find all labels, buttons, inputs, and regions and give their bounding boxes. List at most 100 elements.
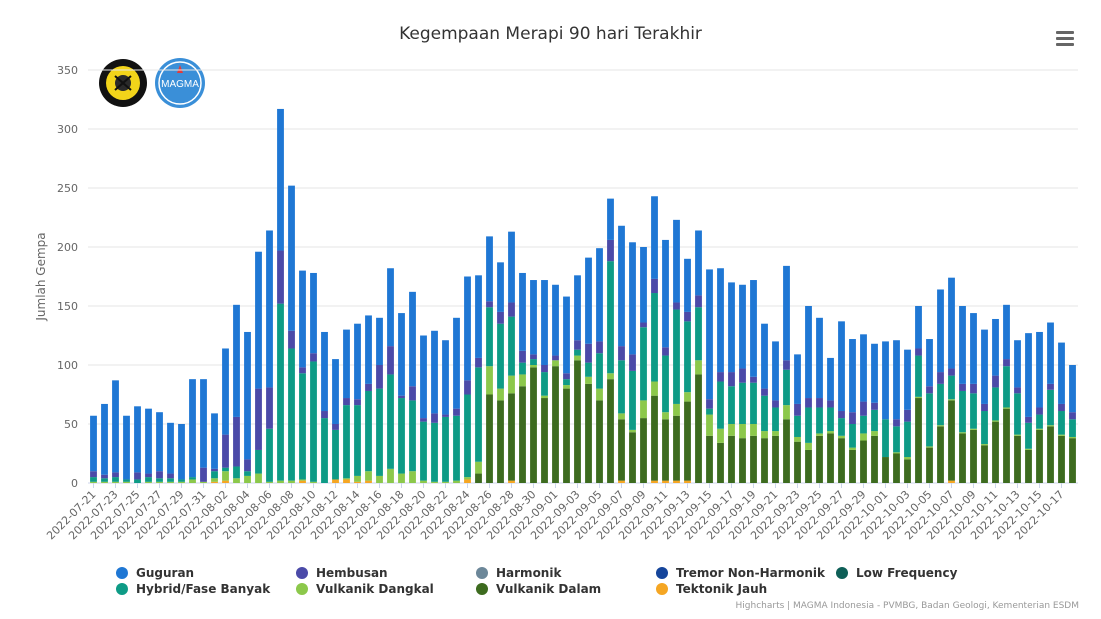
bar-segment [970, 429, 977, 483]
bar-segment [189, 479, 196, 483]
bar-segment [508, 316, 515, 376]
hamburger-menu-icon[interactable] [1052, 28, 1078, 50]
bar-segment [860, 415, 867, 434]
bar-segment [530, 365, 537, 368]
bar-segment [915, 306, 922, 349]
bar-segment [717, 442, 724, 483]
bar-segment [651, 381, 658, 396]
bar-segment [321, 331, 328, 412]
bar-segment [970, 393, 977, 429]
bar-segment [299, 480, 306, 483]
credits[interactable]: Highcharts | MAGMA Indonesia - PVMBG, Ba… [735, 601, 1079, 611]
bar-segment [1025, 333, 1032, 417]
legend-item[interactable]: Hybrid/Fase Banyak [116, 582, 270, 596]
bar-segment [662, 355, 669, 413]
bar-segment [387, 346, 394, 375]
x-tick-label: 2022-10-01 [836, 488, 890, 542]
x-tick-label: 2022-09-11 [616, 488, 670, 542]
bar-segment [475, 473, 482, 483]
bar-segment [948, 399, 955, 401]
bar-segment [387, 374, 394, 469]
x-tick-label: 2022-10-07 [902, 488, 956, 542]
bar-segment [244, 471, 251, 476]
bar-segment [684, 311, 691, 322]
bar-segment [156, 412, 163, 472]
legend-item[interactable]: Tektonik Jauh [656, 582, 767, 596]
bar-segment [563, 373, 570, 380]
bar-segment [794, 441, 801, 483]
bar-segment [134, 472, 141, 480]
x-tick-label: 2022-09-17 [682, 488, 736, 542]
bar-segment [937, 383, 944, 426]
bar-segment [1003, 359, 1010, 367]
bar-segment [167, 481, 174, 483]
bar-segment [816, 407, 823, 434]
bar-segment [739, 438, 746, 483]
legend-item[interactable]: Tremor Non-Harmonik [656, 566, 825, 580]
x-tick-label: 2022-08-10 [264, 488, 318, 542]
bar-segment [442, 481, 449, 483]
x-tick-label: 2022-08-24 [418, 488, 472, 542]
bar-segment [211, 478, 218, 482]
x-tick-label: 2022-09-05 [550, 488, 604, 542]
bar-segment [189, 379, 196, 478]
bar-segment [497, 262, 504, 312]
x-tick-label: 2022-08-14 [308, 488, 362, 542]
bar-segment [838, 435, 845, 439]
bar-segment [761, 388, 768, 396]
bar-segment [409, 291, 416, 387]
bar-segment [112, 380, 119, 473]
bar-segment [673, 403, 680, 416]
bar-segment [178, 479, 185, 482]
bar-segment [761, 323, 768, 389]
legend-item[interactable]: Hembusan [296, 566, 388, 580]
bar-segment [937, 426, 944, 483]
bar-segment [409, 400, 416, 472]
bar-segment [959, 306, 966, 384]
bar-segment [882, 457, 889, 483]
bar-segment [365, 315, 372, 384]
bar-segment [1047, 426, 1054, 483]
bar-segment [299, 373, 306, 480]
bar-segment [332, 479, 339, 483]
bar-segment [211, 471, 218, 479]
bar-segment [574, 349, 581, 356]
legend-item[interactable]: Guguran [116, 566, 194, 580]
bar-segment [871, 343, 878, 403]
bar-segment [343, 329, 350, 399]
legend-item[interactable]: Vulkanik Dangkal [296, 582, 434, 596]
bar-segment [1025, 416, 1032, 423]
bar-segment [981, 329, 988, 404]
x-tick-label: 2022-07-25 [88, 488, 142, 542]
bar-segment [1014, 387, 1021, 394]
bar-segment [211, 468, 218, 472]
bar-segment [134, 406, 141, 473]
bar-segment [431, 330, 438, 414]
bar-segment [772, 400, 779, 408]
bar-segment [959, 433, 966, 483]
bar-segment [739, 424, 746, 439]
legend-item[interactable]: Low Frequency [836, 566, 957, 580]
bar-segment [607, 198, 614, 240]
esdm-logo [99, 59, 147, 107]
x-tick-label: 2022-07-27 [110, 488, 164, 542]
legend-marker-icon [476, 567, 488, 579]
bar-segment [695, 307, 702, 361]
x-tick-label: 2022-09-07 [572, 488, 626, 542]
x-tick-label: 2022-08-04 [198, 488, 252, 542]
bar-segment [266, 428, 273, 482]
bar-segment [926, 446, 933, 448]
bar-segment [860, 334, 867, 402]
bar-segment [893, 452, 900, 454]
bar-segment [563, 388, 570, 483]
x-tick-label: 2022-08-16 [330, 488, 384, 542]
bar-segment [992, 318, 999, 376]
bar-segment [1036, 428, 1043, 430]
legend-label: Tremor Non-Harmonik [676, 566, 826, 580]
bar-segment [849, 424, 856, 448]
bar-segment [651, 395, 658, 481]
legend-item[interactable]: Vulkanik Dalam [476, 582, 601, 596]
bar-segment [497, 388, 504, 401]
bar-segment [970, 383, 977, 394]
legend-item[interactable]: Harmonik [476, 566, 561, 580]
